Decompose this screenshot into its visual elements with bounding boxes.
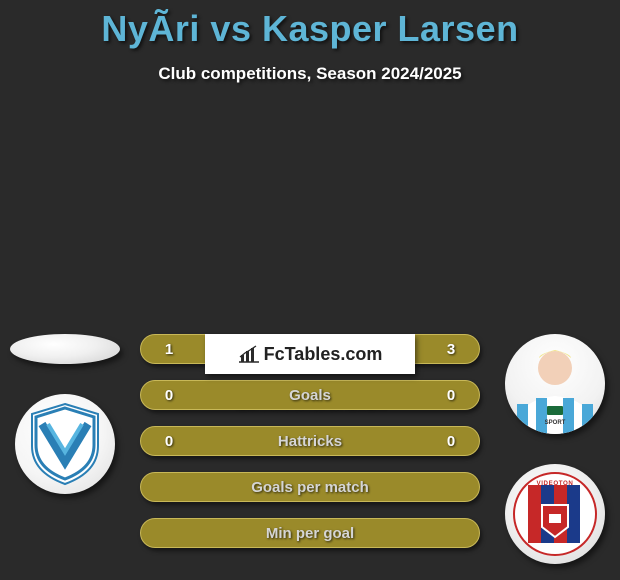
bar-chart-icon [238, 345, 260, 363]
player-left-portrait [10, 334, 120, 364]
page-title: NyÃri vs Kasper Larsen [0, 0, 620, 50]
watermark-brand: FcTables.com [264, 344, 383, 365]
larsen-portrait-icon: SPORT [505, 334, 605, 434]
player-right-portrait: SPORT [505, 334, 605, 434]
stat-label: Hattricks [141, 433, 479, 450]
stat-label: Min per goal [141, 525, 479, 542]
player-left-club-crest [15, 394, 115, 494]
right-player-column: SPORT VIDEOTON [500, 334, 610, 564]
left-player-column [10, 334, 120, 494]
player-right-club-crest: VIDEOTON [505, 464, 605, 564]
stat-label: Goals per match [141, 479, 479, 496]
stat-row-goals: 0 Goals 0 [140, 380, 480, 410]
comparison-content: SPORT VIDEOTON 1 Matches 3 0 [0, 334, 620, 412]
stat-row-hattricks: 0 Hattricks 0 [140, 426, 480, 456]
svg-text:SPORT: SPORT [545, 420, 566, 426]
videoton-crest-icon: VIDEOTON [512, 471, 598, 557]
stat-label: Goals [141, 387, 479, 404]
stat-row-goals-per-match: Goals per match [140, 472, 480, 502]
subtitle: Club competitions, Season 2024/2025 [0, 64, 620, 84]
zala-crest-icon [28, 402, 102, 486]
svg-text:VIDEOTON: VIDEOTON [536, 480, 573, 487]
stat-row-min-per-goal: Min per goal [140, 518, 480, 548]
watermark: FcTables.com [205, 334, 415, 374]
